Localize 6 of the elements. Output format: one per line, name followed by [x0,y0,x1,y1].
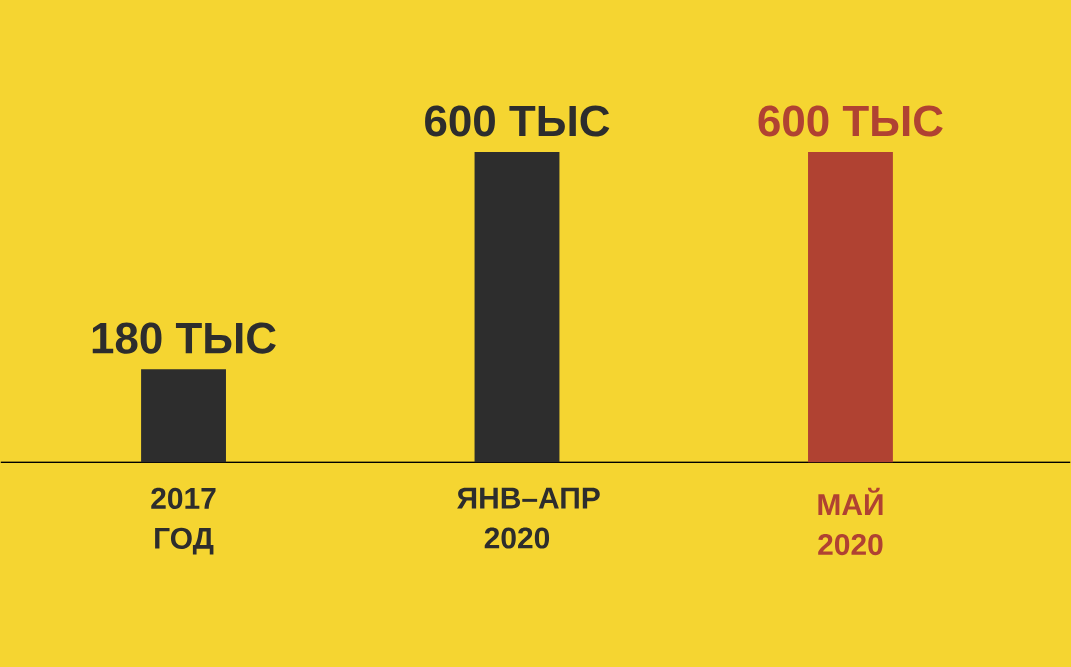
data-label: 600 ТЫС [425,105,610,137]
x-tick-label: МАЙ 2020 [818,487,883,556]
x-tick-label: 2017 ГОД [151,487,216,555]
data-label: 180 ТЫС [92,322,276,354]
x-tick-label: ЯНВ–АПР 2020 [457,487,600,549]
data-label: 600 ТЫС [758,105,943,137]
